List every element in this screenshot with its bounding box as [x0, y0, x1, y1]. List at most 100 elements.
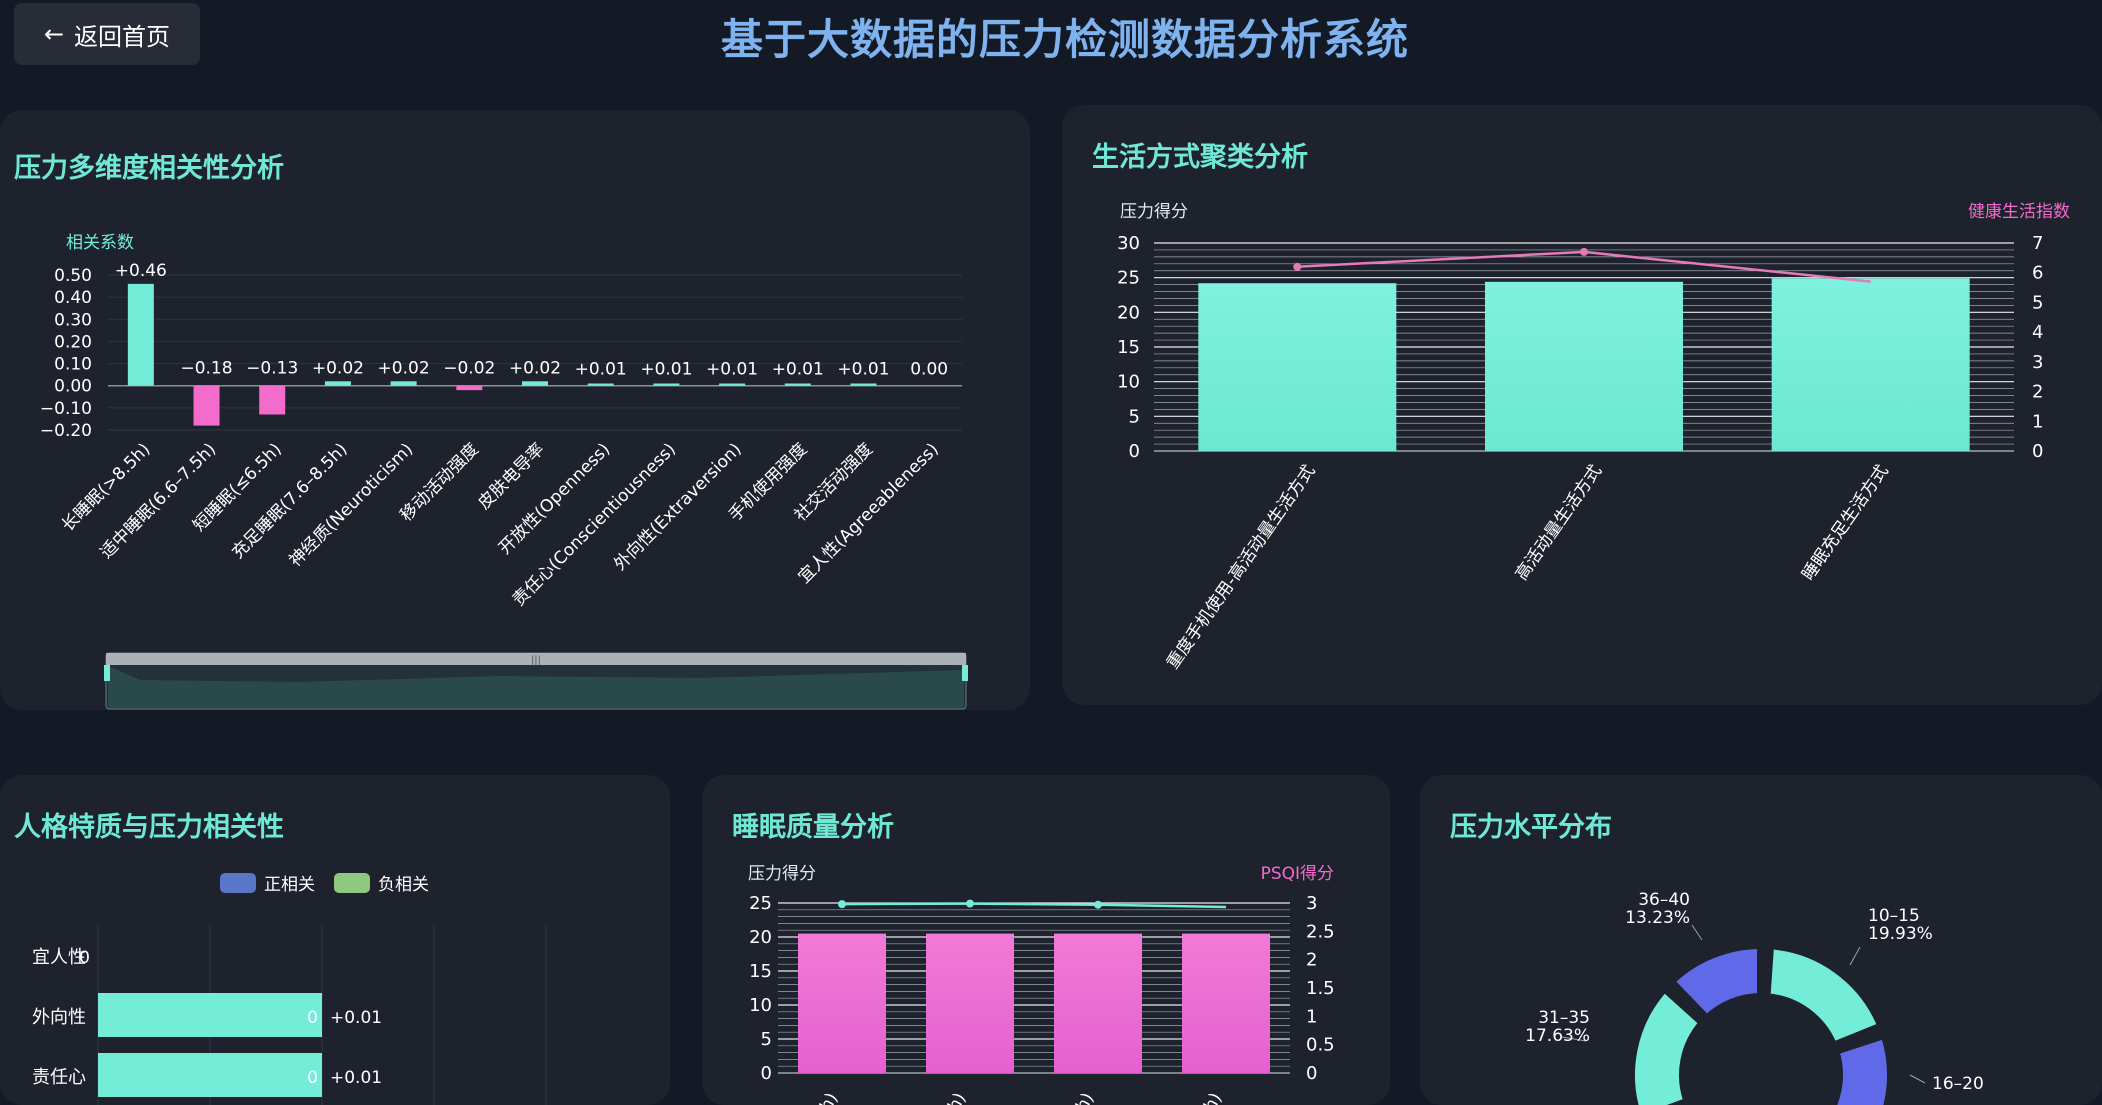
y-tick-label: 30 [1117, 233, 1140, 254]
slice-label: 10–15 [1868, 906, 1920, 926]
bar-value-label: −0.18 [180, 359, 232, 379]
lifestyle-chart: 压力得分健康生活指数30252015105076543210重度手机使用-高活动… [1062, 105, 2102, 705]
personality-bar [98, 1053, 322, 1097]
sleep-bar [798, 934, 886, 1073]
y-category-label: 外向性 [32, 1007, 86, 1028]
y-tick-label: −0.10 [40, 399, 92, 419]
slice-percent: 13.23% [1625, 908, 1690, 928]
y-category-label: 宜人性 [32, 947, 86, 968]
slice-label: 16–20 [1932, 1074, 1984, 1094]
zoom-handle-right [962, 665, 968, 681]
y2-tick-label: 1 [1306, 1006, 1317, 1027]
correlation-bar [850, 384, 876, 386]
correlation-bar [588, 384, 614, 386]
slice-label: 36–40 [1638, 890, 1690, 910]
correlation-bar [653, 384, 679, 386]
correlation-bar [128, 284, 154, 386]
psqi-point [838, 900, 846, 908]
y2-axis-label: PSQI得分 [1261, 864, 1334, 884]
bar-value-label: +0.01 [575, 360, 627, 380]
health-index-point [1293, 263, 1301, 271]
y2-tick-label: 2.5 [1306, 921, 1335, 942]
y2-tick-label: 2 [1306, 950, 1317, 971]
y-tick-label: 20 [1117, 302, 1140, 323]
y2-tick-label: 3 [2032, 352, 2043, 373]
correlation-bar [456, 386, 482, 390]
y2-tick-label: 1.5 [1306, 978, 1335, 999]
psqi-point [1094, 901, 1102, 909]
y-axis-label: 压力得分 [748, 864, 816, 884]
y-tick-label: 0.50 [54, 266, 92, 286]
bar-value-label: +0.02 [509, 358, 561, 378]
legend-positive-label: 正相关 [264, 875, 315, 895]
y2-tick-label: 7 [2032, 233, 2043, 254]
y2-tick-label: 0 [1306, 1063, 1317, 1084]
x-tick-label: h) [1072, 1090, 1098, 1105]
sleep-bar [926, 934, 1014, 1073]
correlation-bar [325, 381, 351, 385]
legend-negative-swatch [334, 873, 370, 893]
correlation-bar [522, 381, 548, 385]
bar-value-label: +0.02 [378, 358, 430, 378]
bar-value-label: +0.01 [706, 360, 758, 380]
bar-value-label: 0.00 [910, 360, 948, 380]
y-axis-label: 压力得分 [1120, 202, 1188, 222]
x-tick-label: h) [816, 1090, 842, 1105]
psqi-point [966, 900, 974, 908]
x-tick-label: 充足睡眠(7.6–8.5h) [228, 439, 351, 562]
lifestyle-bar [1772, 278, 1970, 451]
correlation-bar [259, 386, 285, 415]
donut-slice [1766, 945, 1881, 1045]
slice-label: 31–35 [1538, 1008, 1590, 1028]
x-tick-label: 外向性(Extraversion) [610, 439, 745, 574]
y2-axis-label: 健康生活指数 [1968, 202, 2070, 222]
x-tick-label: h) [1200, 1090, 1226, 1105]
y2-tick-label: 5 [2032, 292, 2043, 313]
x-tick-label: h) [944, 1090, 970, 1105]
correlation-chart: 相关系数0.500.400.300.200.100.00−0.10−0.20+0… [0, 110, 1030, 710]
y-tick-label: 0.00 [54, 377, 92, 397]
slice-label-leader [1850, 947, 1860, 965]
y-category-label: 责任心 [32, 1067, 86, 1088]
legend-positive-swatch [220, 873, 256, 893]
x-tick-label: 高活动量生活方式 [1512, 461, 1606, 584]
bar-inner-label: 0 [79, 948, 90, 968]
correlation-bar [719, 384, 745, 386]
y-tick-label: 10 [749, 995, 772, 1016]
slice-percent: 19.93% [1868, 924, 1933, 944]
correlation-bar [391, 381, 417, 385]
legend-negative-label: 负相关 [378, 875, 429, 895]
y-tick-label: 15 [749, 961, 772, 982]
y2-tick-label: 0.5 [1306, 1035, 1335, 1056]
zoom-grip: ||| [531, 655, 541, 666]
slice-label-leader [1692, 925, 1702, 940]
slice-label-leader [1910, 1075, 1925, 1083]
x-tick-label: 睡眠充足生活方式 [1798, 461, 1892, 584]
bar-value-label: +0.01 [772, 360, 824, 380]
y2-tick-label: 3 [1306, 893, 1317, 914]
page-title: 基于大数据的压力检测数据分析系统 [0, 6, 2102, 67]
psqi-line [842, 904, 1226, 907]
lifestyle-bar [1198, 283, 1396, 451]
bar-value-label: +0.02 [312, 358, 364, 378]
health-index-point [1580, 248, 1588, 256]
y-tick-label: 0 [761, 1063, 772, 1084]
y-axis-label: 相关系数 [66, 233, 134, 253]
slice-percent: 17.63% [1525, 1026, 1590, 1046]
y2-tick-label: 0 [2032, 441, 2043, 462]
y-tick-label: 15 [1117, 337, 1140, 358]
y-tick-label: 0.40 [54, 288, 92, 308]
bar-value-label: +0.01 [837, 360, 889, 380]
lifestyle-bar [1485, 282, 1683, 451]
bar-value-label: −0.02 [443, 359, 495, 379]
y-tick-label: 0.20 [54, 332, 92, 352]
y2-tick-label: 2 [2032, 382, 2043, 403]
bar-value-label: +0.01 [330, 1008, 382, 1028]
y2-tick-label: 4 [2032, 322, 2043, 343]
